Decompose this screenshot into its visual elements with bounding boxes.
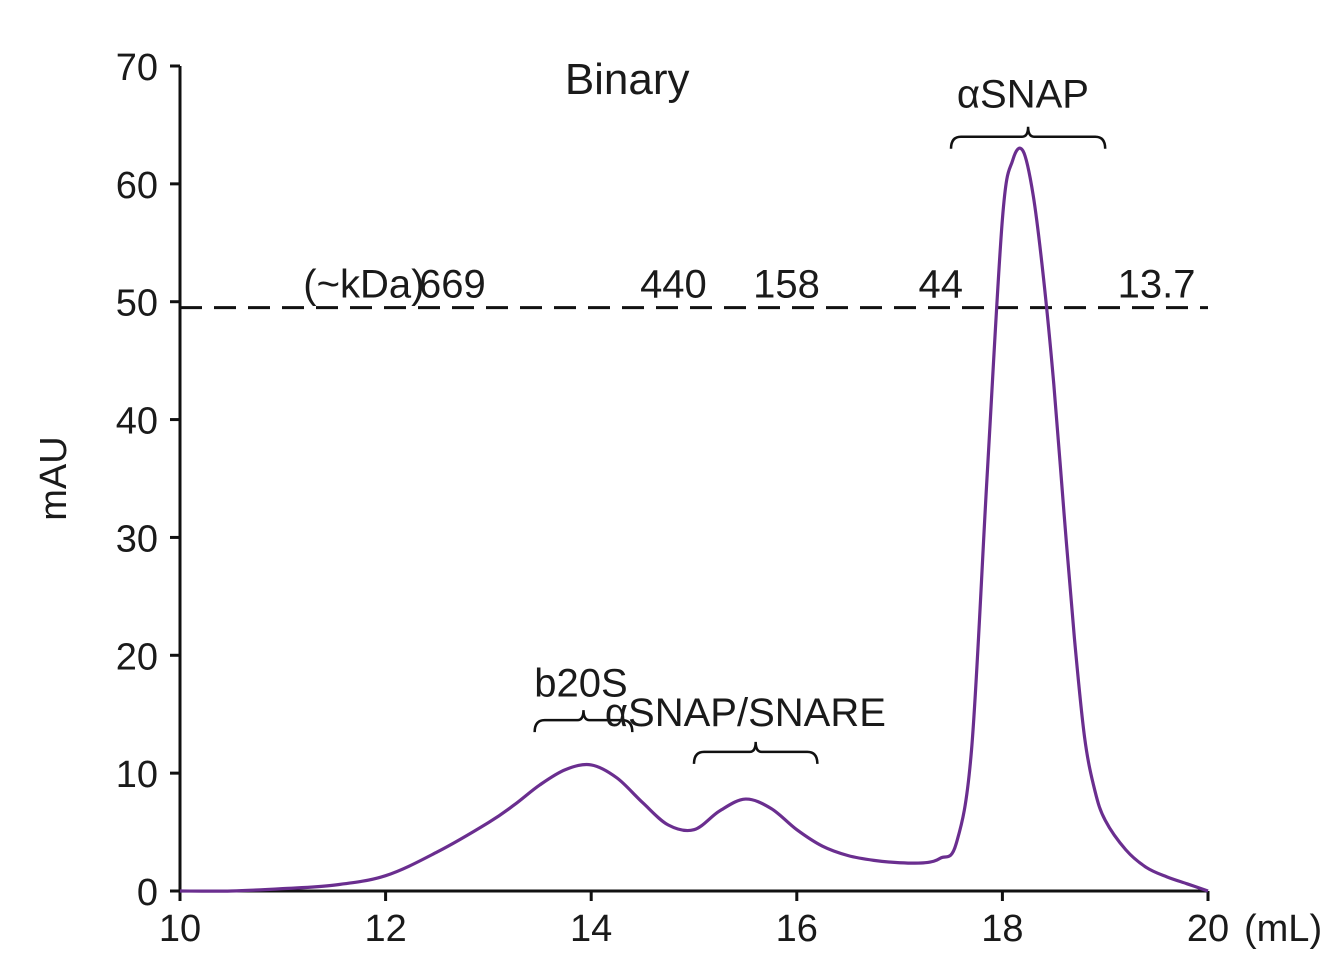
y-tick-label: 0 [137,872,158,914]
peak-bracket [949,126,1107,149]
y-tick-label: 40 [116,401,158,443]
size-markers: 669 440 158 44 13.7 [419,263,1195,307]
x-tick-label: 12 [364,908,406,950]
x-tick-label: 16 [776,908,818,950]
axes [178,66,1208,893]
size-marker-reference: (~kDa) [180,263,1208,310]
y-tick-label: 50 [116,283,158,325]
size-marker-label: 669 [419,263,486,307]
x-axis-label: (mL) [1244,908,1322,950]
x-tick-label: 18 [981,908,1023,950]
peak-label: αSNAP/SNARE [605,691,886,735]
y-axis-label: mAU [33,436,75,520]
x-tick-label: 10 [159,908,201,950]
chart-title: Binary [565,55,690,104]
peak-label: αSNAP [957,72,1089,116]
y-tick-label: 30 [116,518,158,560]
size-marker-units-label: (~kDa) [303,263,424,307]
size-marker-label: 440 [640,263,707,307]
peak-label: b20S [534,662,627,706]
y-tick-label: 70 [116,47,158,89]
size-marker-label: 158 [753,263,820,307]
y-tick-label: 10 [116,754,158,796]
x-tick-label: 14 [570,908,612,950]
peak-bracket [692,741,819,764]
y-ticks: 0 10 20 30 40 50 60 70 [116,47,180,914]
size-marker-label: 44 [918,263,963,307]
x-ticks: 10 12 14 16 18 20 [159,891,1229,950]
size-marker-label: 13.7 [1118,263,1196,307]
y-tick-label: 60 [116,165,158,207]
x-tick-label: 20 [1187,908,1229,950]
y-tick-label: 20 [116,636,158,678]
absorbance-trace [179,146,1209,893]
